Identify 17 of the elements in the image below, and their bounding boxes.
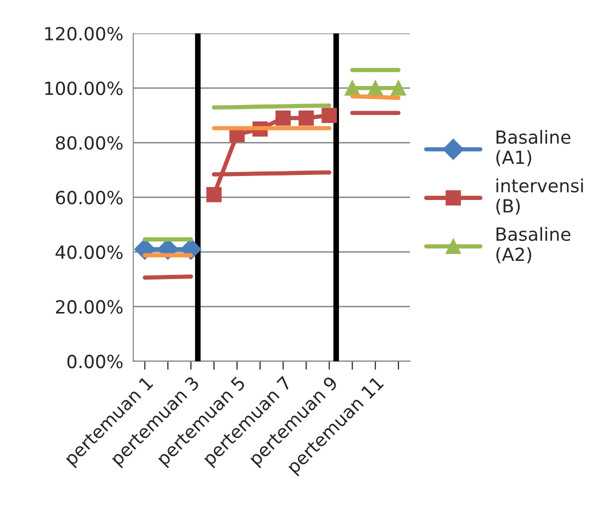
point: [298, 110, 314, 126]
point: [276, 110, 291, 126]
legend-label: intervensi (B): [496, 178, 583, 215]
point: [206, 186, 222, 202]
legend-label: Basaline (A2): [496, 226, 570, 264]
y-tick-label: 20.00%: [56, 300, 123, 314]
point: [390, 80, 406, 96]
legend-label: Basaline (A1): [496, 130, 570, 166]
y-tick-label: 100.00%: [45, 82, 123, 96]
point: [344, 80, 360, 96]
y-tick-label: 40.00%: [56, 245, 123, 260]
y-tick-label: 80.00%: [56, 136, 123, 150]
point: [322, 108, 337, 123]
y-tick-label: 0.00%: [67, 354, 123, 368]
y-tick-label: 120.00%: [45, 26, 123, 41]
y-tick-label: 60.00%: [56, 190, 123, 204]
point: [368, 80, 384, 96]
